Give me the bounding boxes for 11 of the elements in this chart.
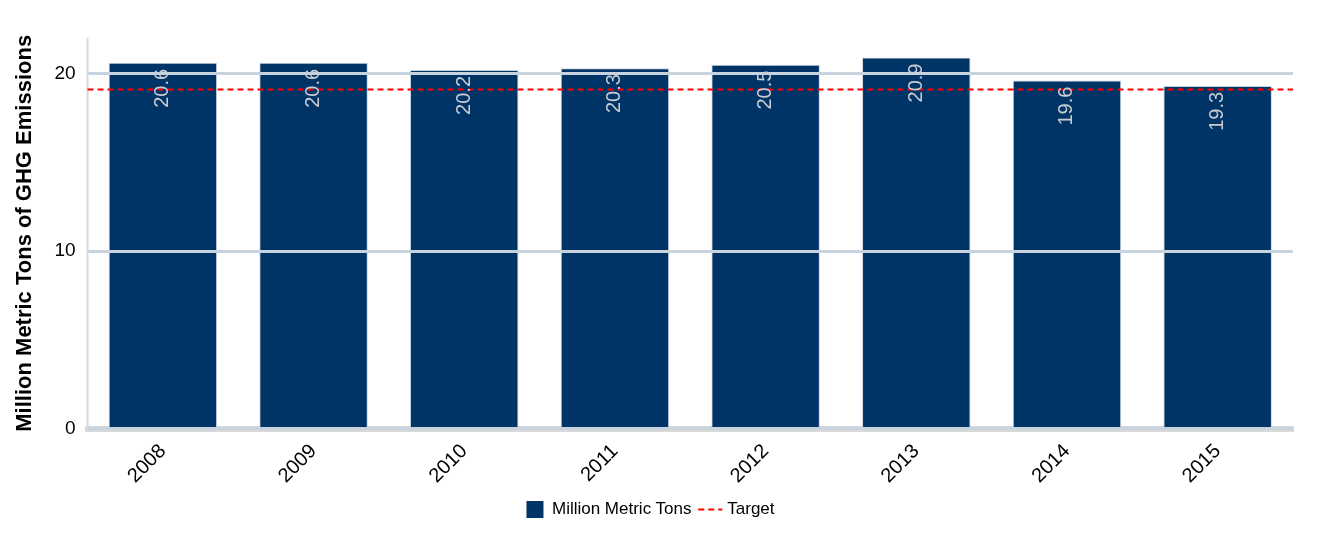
data-label: 19.6 <box>1054 86 1077 126</box>
data-label: 20.2 <box>451 75 474 115</box>
data-label: 20.9 <box>903 63 926 103</box>
y-tick-label: 0 <box>64 416 76 438</box>
legend-label: Target <box>727 499 775 519</box>
data-label: 20.3 <box>602 74 625 114</box>
y-axis-title: Million Metric Tons of GHG Emissions <box>11 34 37 432</box>
data-label: 19.3 <box>1205 91 1228 131</box>
y-tick-label: 10 <box>54 239 76 261</box>
y-tick-label: 20 <box>54 61 76 83</box>
legend-label: Million Metric Tons <box>551 499 692 519</box>
